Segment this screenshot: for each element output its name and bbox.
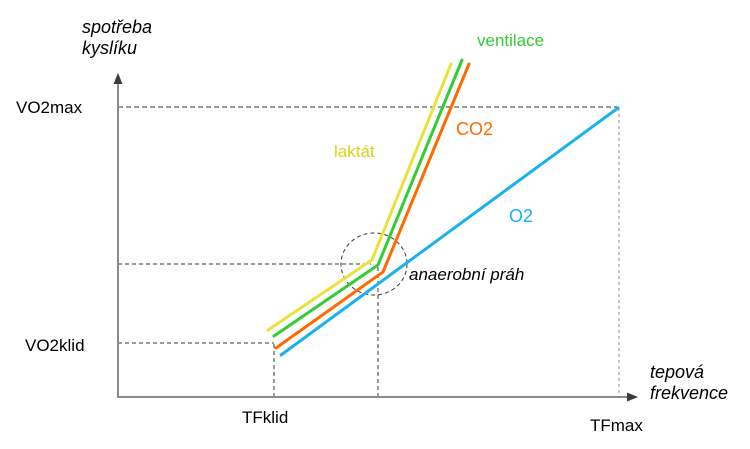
series-line-co2 bbox=[274, 62, 471, 350]
label-tfklid: TFklid bbox=[242, 408, 289, 427]
series-line-o2 bbox=[279, 106, 620, 357]
label-ventilace: ventilace bbox=[477, 31, 545, 50]
y-axis-title: spotřeba kyslíku bbox=[82, 17, 153, 58]
label-laktat: laktát bbox=[334, 142, 375, 161]
series-line-laktat bbox=[266, 62, 453, 332]
y-axis-arrowhead bbox=[113, 73, 123, 84]
label-tfmax: TFmax bbox=[590, 416, 643, 435]
label-o2: O2 bbox=[509, 206, 534, 226]
x-axis-arrowhead bbox=[627, 392, 638, 402]
label-vo2max: VO2max bbox=[16, 98, 83, 117]
label-threshold: anaerobní práh bbox=[409, 265, 525, 284]
series-line-ventilace bbox=[272, 58, 464, 338]
label-vo2klid: VO2klid bbox=[25, 336, 85, 355]
label-co2: CO2 bbox=[456, 119, 494, 139]
x-axis-title: tepová frekvence bbox=[650, 362, 729, 403]
